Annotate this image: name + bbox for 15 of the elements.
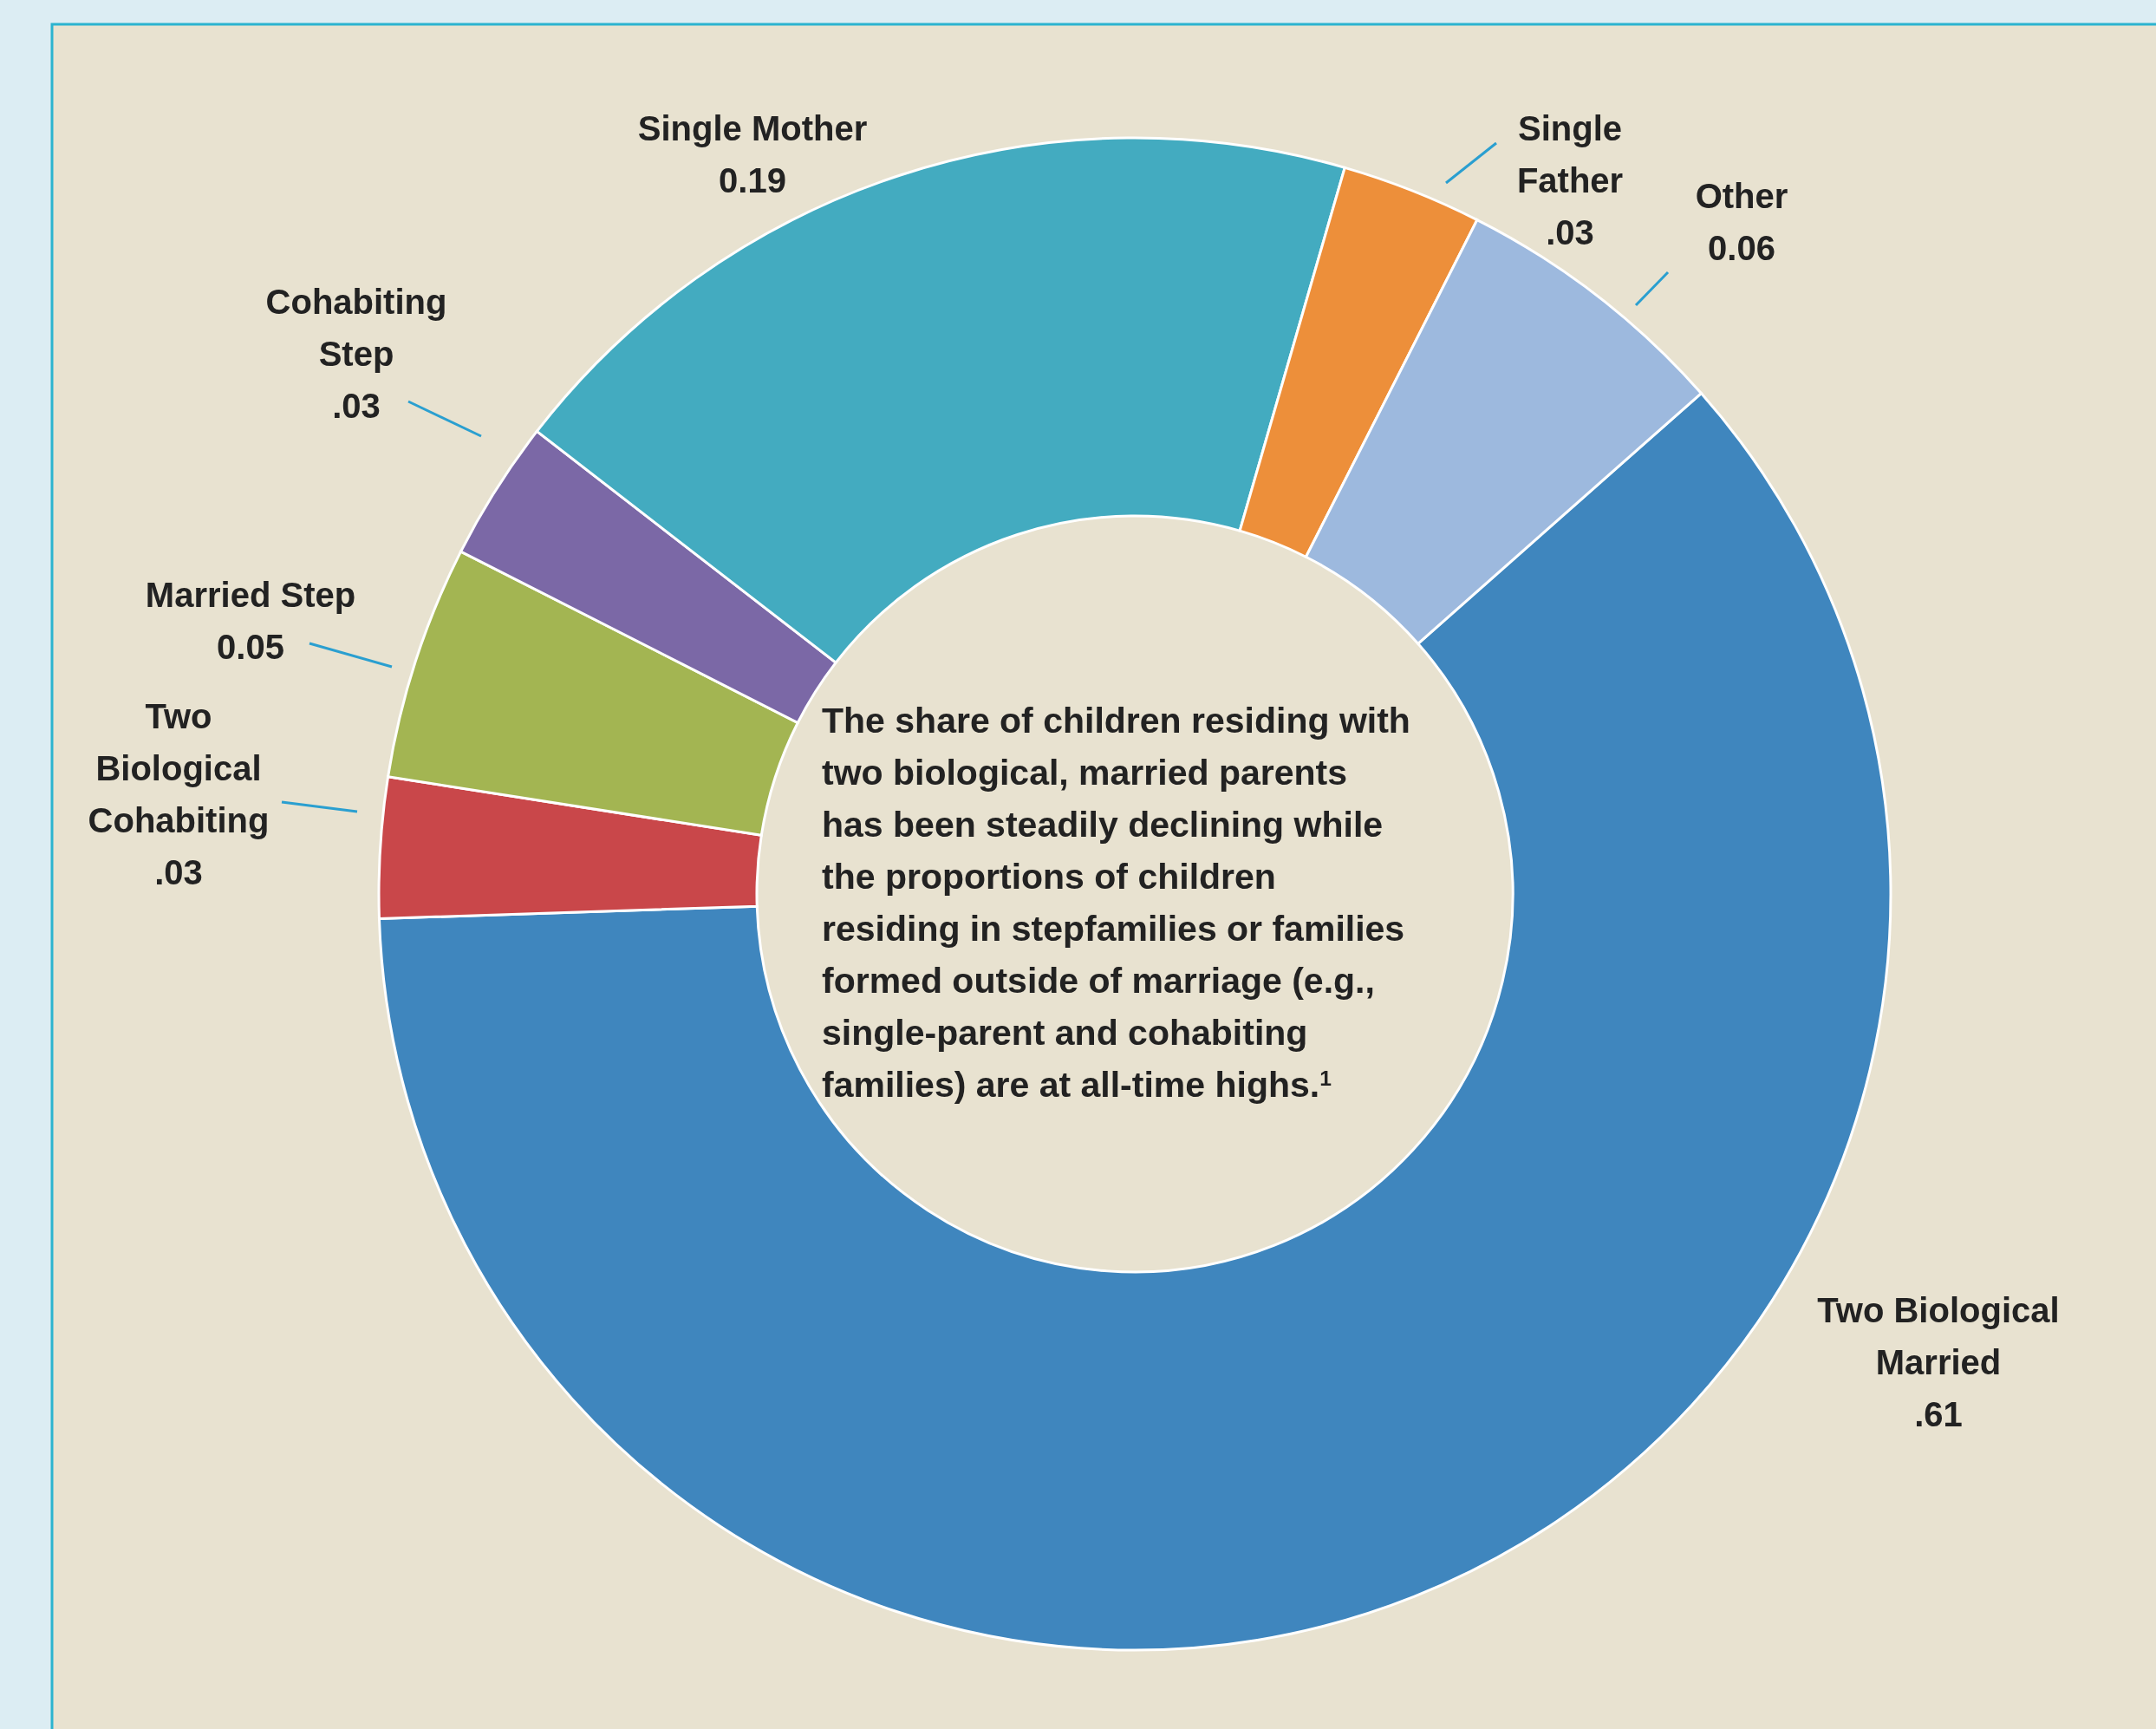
slice-label: Married Step <box>145 576 356 614</box>
text: The share of children residing with two biological, married parents has been steadily declining while the proportions of children residing in stepfamilies or families formed outside of marriage (e.g., single-parent and cohabiting families) are at all-time highs.$^{1}$ <box>822 701 1410 1105</box>
slice-label: Single Father <box>1516 109 1624 199</box>
slice-label: Single Mother <box>637 109 868 147</box>
data-label: 0.05 <box>217 628 284 666</box>
data-label: 0.06 <box>1708 229 1775 267</box>
data-label: .03 <box>332 387 381 425</box>
slice-label: Two Biological Cohabiting <box>88 697 270 839</box>
slice-label: Other <box>1695 177 1788 215</box>
data-label: .03 <box>154 853 203 891</box>
data-label: .03 <box>1546 213 1594 251</box>
data-label: 0.19 <box>719 161 786 199</box>
slice-label: Two Biological Married <box>1817 1291 2060 1381</box>
data-label: .61 <box>1914 1395 1963 1433</box>
slice-label: Cohabiting Step <box>265 283 447 373</box>
